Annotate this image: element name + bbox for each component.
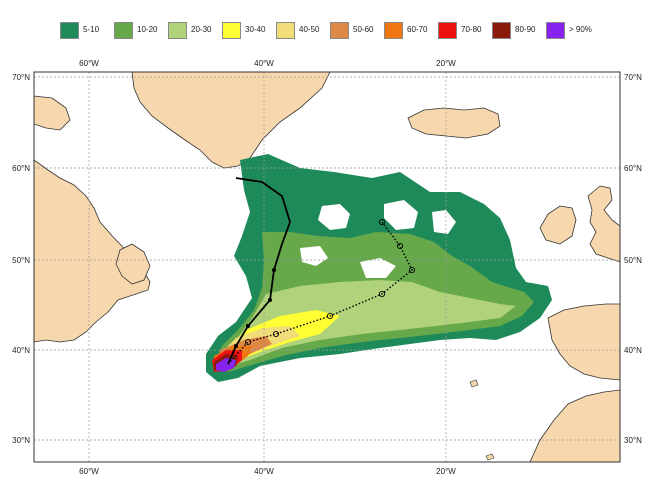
lat-tick-label: 70°N [624, 73, 642, 82]
legend-swatch [438, 22, 457, 39]
legend-label: 5-10 [83, 25, 100, 34]
swath-gap-4 [360, 258, 396, 278]
lat-tick-label: 40°N [624, 346, 642, 355]
lon-tick-label: 40°W [254, 59, 274, 68]
north-america-landmass [34, 159, 151, 343]
lat-tick-label: 60°N [12, 164, 30, 173]
legend-swatch [546, 22, 565, 39]
lat-ticks-right: 70°N 60°N 50°N 40°N 30°N [624, 73, 642, 445]
forecast-track [227, 221, 413, 365]
swath-gap-1 [318, 204, 350, 230]
lat-tick-label: 50°N [12, 256, 30, 265]
lon-tick-label: 40°W [254, 467, 274, 476]
legend-label: 30-40 [245, 25, 266, 34]
legend-swatch [60, 22, 79, 39]
observed-track-points [234, 268, 276, 348]
greenland-landmass [131, 72, 331, 169]
legend-swatch [276, 22, 295, 39]
lon-tick-label: 60°W [79, 467, 99, 476]
lat-tick-label: 30°N [624, 436, 642, 445]
lon-tick-label: 20°W [436, 59, 456, 68]
lat-tick-label: 30°N [12, 436, 30, 445]
lon-ticks-top: 60°W 40°W 20°W [79, 59, 456, 68]
legend-label: 50-60 [353, 25, 374, 34]
labrador-island [34, 95, 71, 131]
iberia-landmass [547, 303, 620, 381]
lon-ticks-bottom: 60°W 40°W 20°W [79, 467, 456, 476]
legend-swatch [492, 22, 511, 39]
swath-gap-3 [432, 210, 456, 234]
lon-tick-label: 60°W [79, 59, 99, 68]
swath-gap-5 [300, 246, 328, 266]
lat-tick-label: 40°N [12, 346, 30, 355]
canary-island [485, 453, 495, 461]
lat-tick-label: 60°N [624, 164, 642, 173]
great-britain-island [587, 185, 620, 263]
graticule [34, 72, 620, 462]
legend-label: 40-50 [299, 25, 320, 34]
newfoundland-island [115, 243, 151, 285]
azores-island [469, 379, 479, 388]
legend-label: 60-70 [407, 25, 428, 34]
lat-tick-label: 50°N [624, 256, 642, 265]
legend-swatch [114, 22, 133, 39]
legend-swatch [384, 22, 403, 39]
legend-swatch [222, 22, 241, 39]
lat-ticks-left: 70°N 60°N 50°N 40°N 30°N [12, 73, 30, 445]
observed-track [227, 177, 291, 365]
legend-swatch [330, 22, 349, 39]
ireland-island [539, 205, 577, 245]
legend-label: 80-90 [515, 25, 536, 34]
prob-swath-20-30 [222, 280, 516, 366]
legend-label: > 90% [569, 25, 592, 34]
lat-tick-label: 70°N [12, 73, 30, 82]
legend-label: 20-30 [191, 25, 212, 34]
legend-label: 70-80 [461, 25, 482, 34]
map-border [33, 71, 621, 463]
legend-label: 10-20 [137, 25, 158, 34]
legend-swatch [168, 22, 187, 39]
africa-landmass [529, 389, 620, 462]
lon-tick-label: 20°W [436, 467, 456, 476]
forecast-track-points [244, 218, 416, 346]
swath-gap-2 [384, 200, 418, 230]
iceland-island [407, 107, 501, 139]
